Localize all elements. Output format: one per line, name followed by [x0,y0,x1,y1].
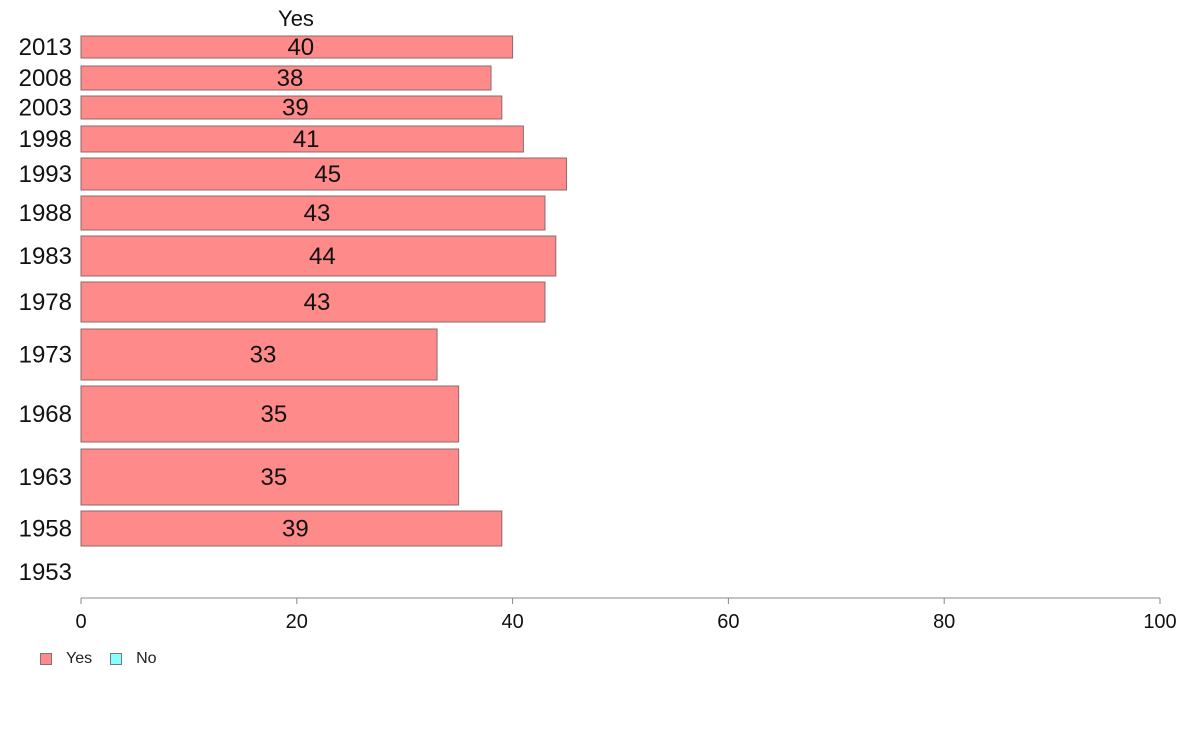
legend: Yes No [40,650,175,668]
y-tick-label: 1953 [19,559,72,586]
y-tick-label: 1958 [19,516,72,543]
data-label: 43 [304,200,331,227]
y-tick-label: 1968 [19,401,72,428]
bar [80,95,503,120]
data-label: 40 [287,34,314,61]
bar [80,281,546,323]
y-tick-label: 1963 [19,464,72,491]
x-tick-label: 40 [501,611,523,633]
x-tick-label: 60 [717,611,739,633]
data-label: 41 [293,126,320,153]
legend-item-no: No [110,650,157,668]
y-tick-label: 1973 [19,342,72,369]
y-tick-label: 1988 [19,200,72,227]
data-label: 38 [277,65,304,92]
data-label: 39 [282,516,309,543]
data-label: 45 [314,161,341,188]
y-tick-label: 2003 [19,95,72,122]
data-label: 33 [250,342,277,369]
bar [80,235,557,277]
data-label: 35 [260,464,287,491]
data-label: 39 [282,95,309,122]
data-label: 35 [260,401,287,428]
y-tick-label: 1998 [19,126,72,153]
y-tick-label: 1978 [19,289,72,316]
legend-label-no: No [136,650,157,667]
bar [80,448,460,506]
x-tick-label: 100 [1143,611,1176,633]
legend-item-yes: Yes [40,650,92,668]
bar [80,195,546,231]
legend-swatch-yes [40,653,52,665]
legend-label-yes: Yes [66,650,93,667]
legend-swatch-no [110,653,123,665]
bar [80,65,492,91]
bar [80,510,503,547]
data-label: 43 [304,289,331,316]
y-tick-label: 1993 [19,161,72,188]
bar [80,35,514,59]
y-tick-label: 2013 [19,34,72,61]
x-tick-label: 80 [933,611,955,633]
y-tick-label: 1983 [19,243,72,270]
data-label: 44 [309,243,336,270]
chart-title: Yes [278,6,314,31]
bar [80,328,438,381]
x-tick-label: 20 [286,611,308,633]
bar [80,385,460,443]
bar [80,125,524,153]
bar [80,157,568,191]
x-tick-label: 0 [75,611,86,633]
y-tick-label: 2008 [19,65,72,92]
